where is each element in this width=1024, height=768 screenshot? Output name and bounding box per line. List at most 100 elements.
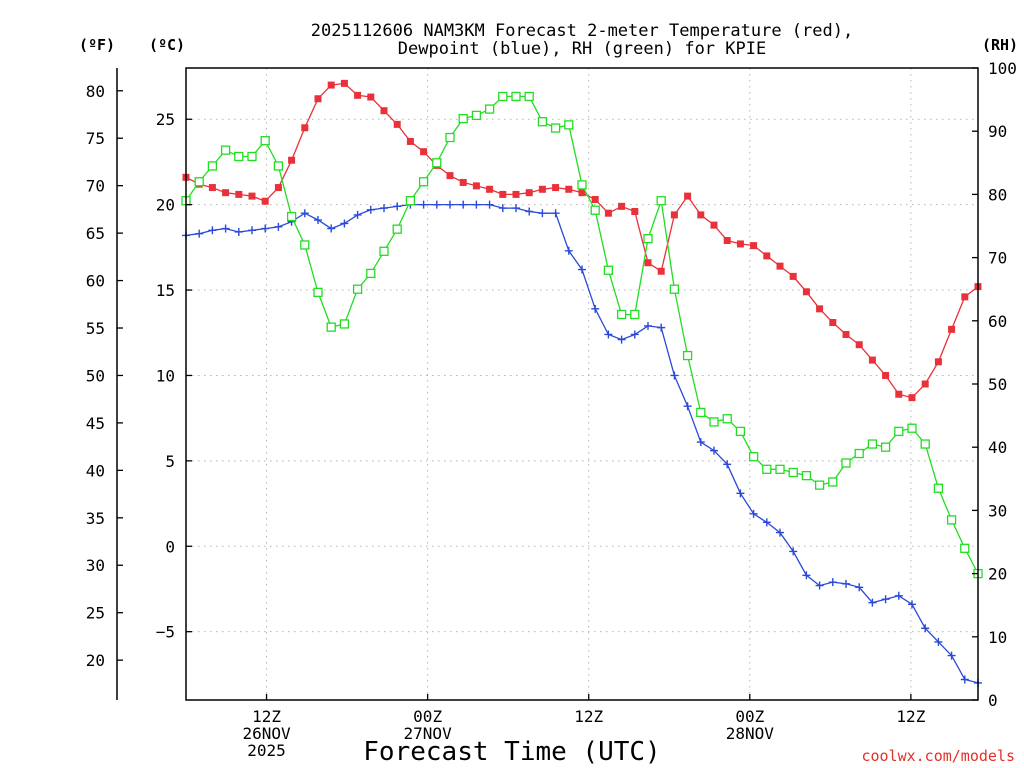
temperature-point [710, 221, 718, 229]
dewpoint-point [683, 402, 692, 411]
temperature-point [538, 185, 546, 193]
x-axis-title: Forecast Time (UTC) [363, 737, 660, 767]
rh-point [484, 104, 495, 114]
dewpoint-point [393, 202, 402, 211]
rh-point [696, 407, 706, 418]
rh-tick-label: 10 [988, 628, 1007, 647]
x-tick-label: 12Z [252, 707, 281, 726]
temperature-point [882, 371, 890, 379]
rh-point [194, 177, 204, 187]
dewpoint-point [472, 200, 481, 209]
rh-point [432, 158, 442, 168]
rh-point [801, 470, 812, 481]
dewpoint-point [815, 581, 824, 590]
dewpoint-point [564, 246, 573, 255]
rh-point [788, 467, 798, 478]
dewpoint-point [195, 229, 204, 238]
rh-point [286, 211, 297, 222]
temperature-point [816, 305, 824, 313]
celsius-unit-label: (ºC) [149, 36, 185, 54]
x-tick-label: 00Z [413, 707, 442, 726]
temperature-point [802, 288, 810, 296]
rh-tick-label: 100 [988, 59, 1017, 78]
rh-point [524, 91, 534, 102]
rh-point [722, 414, 732, 424]
temperature-point [288, 156, 296, 164]
rh-point [841, 458, 851, 468]
dewpoint-point [855, 583, 864, 592]
rh-tick-label: 60 [988, 312, 1007, 331]
dewpoint-point [314, 216, 322, 225]
rh-point [220, 145, 231, 155]
rh-tick-label: 90 [988, 122, 1007, 141]
dewpoint-point [828, 578, 837, 587]
rh-tick-label: 30 [988, 501, 1007, 520]
dewpoint-point [657, 323, 666, 332]
x-tick-label: 28NOV [726, 724, 775, 743]
dewpoint-point [868, 598, 877, 607]
temperature-point [340, 79, 348, 87]
dewpoint-point [921, 624, 930, 633]
dewpoint-point [960, 675, 969, 684]
rh-point [669, 284, 680, 294]
temperature-point [591, 196, 599, 204]
grid-lines [186, 68, 978, 700]
dewpoint-point [908, 600, 916, 609]
temperature-point [512, 190, 520, 198]
rh-point [537, 117, 548, 127]
temperature-point [235, 190, 243, 198]
temperature-point [459, 178, 467, 186]
rh-point [775, 464, 785, 474]
dewpoint-point [353, 210, 362, 219]
rh-point [445, 132, 455, 143]
series-layer [181, 79, 983, 687]
temperature-point [604, 209, 612, 217]
dewpoint-point [459, 200, 468, 209]
fahrenheit-tick-label: 45 [86, 414, 105, 433]
dewpoint-point [261, 224, 270, 233]
rh-point [247, 151, 257, 162]
dewpoint-point [630, 330, 639, 339]
temperature-point [842, 330, 850, 338]
dewpoint-point [432, 200, 441, 209]
rh-tick-label: 40 [988, 438, 1007, 457]
rh-point [207, 161, 218, 171]
dewpoint-point [578, 265, 586, 274]
rh-tick-label: 70 [988, 249, 1007, 268]
temperature-point [868, 356, 876, 364]
temperature-point [327, 81, 335, 89]
temperature-point [657, 267, 665, 275]
dewpoint-point [710, 446, 718, 455]
temperature-point [948, 325, 956, 333]
rh-point [260, 136, 270, 146]
rh-point [630, 309, 640, 320]
dewpoint-point [274, 222, 283, 231]
rh-unit-label: (RH) [982, 36, 1018, 54]
dewpoint-point [591, 304, 600, 313]
temperature-point [367, 93, 375, 101]
rh-point [511, 91, 521, 102]
dewpoint-point [894, 591, 903, 600]
x-tick-label: 00Z [735, 707, 764, 726]
watermark: coolwx.com/models [861, 747, 1015, 765]
fahrenheit-tick-label: 80 [86, 82, 105, 101]
rh-point [894, 426, 904, 437]
rh-point [339, 319, 350, 329]
dewpoint-point [723, 460, 732, 469]
temperature-point [670, 211, 678, 219]
dewpoint-point [749, 509, 758, 518]
rh-point [616, 309, 627, 320]
x-tick-label: 12Z [574, 707, 603, 726]
rh-point [392, 224, 402, 234]
temperature-point [829, 319, 837, 327]
rh-point [907, 423, 917, 433]
rh-point [379, 246, 389, 256]
dewpoint-point [947, 651, 956, 660]
rh-point [828, 477, 838, 487]
fahrenheit-tick-label: 30 [86, 556, 105, 575]
temperature-point [552, 184, 560, 192]
temperature-point [525, 189, 533, 197]
fahrenheit-tick-label: 50 [86, 366, 105, 385]
rh-point [946, 515, 957, 525]
